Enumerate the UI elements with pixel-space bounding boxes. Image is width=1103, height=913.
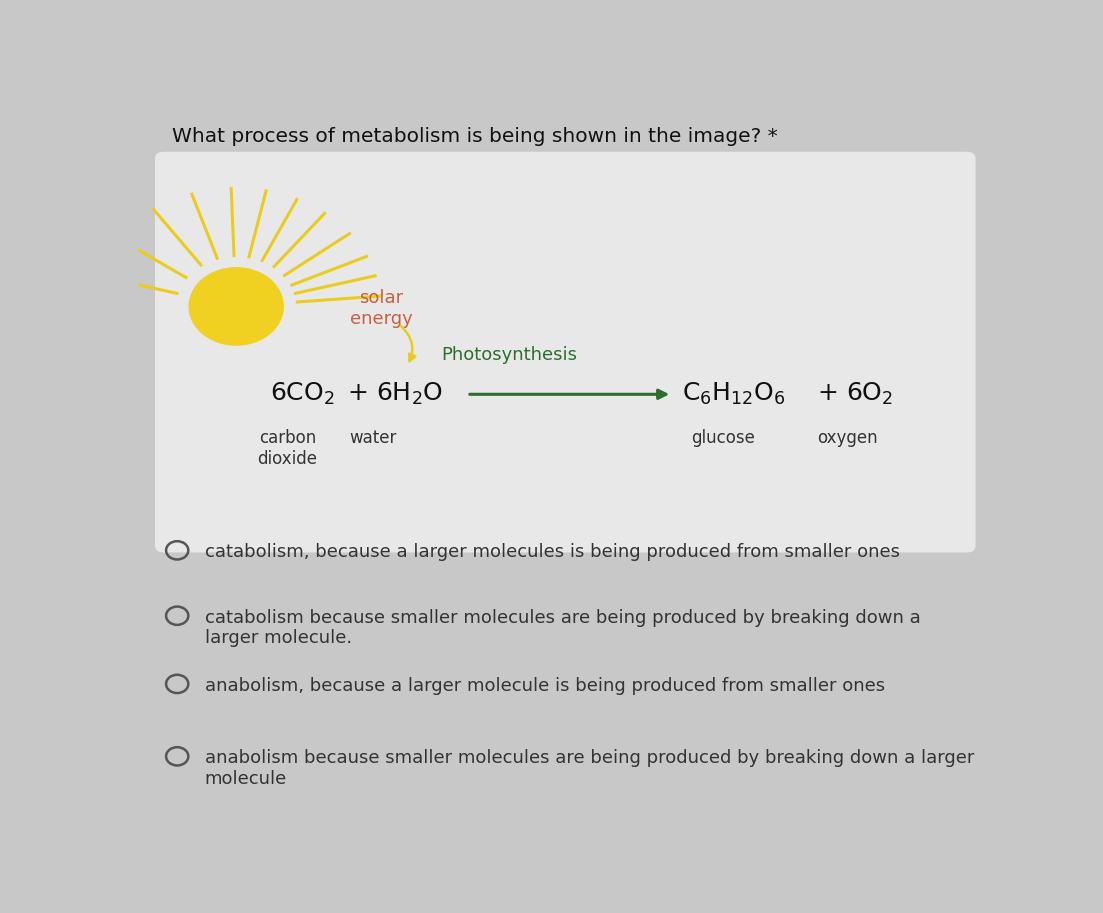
Text: What process of metabolism is being shown in the image? *: What process of metabolism is being show… [172, 127, 778, 146]
FancyBboxPatch shape [154, 152, 976, 552]
Text: solar
energy: solar energy [350, 289, 413, 328]
Text: water: water [350, 429, 397, 447]
Text: $\mathregular{+\ 6O_2}$: $\mathregular{+\ 6O_2}$ [817, 382, 893, 407]
Circle shape [190, 268, 283, 345]
Text: $\mathregular{C_6H_{12}O_6}$: $\mathregular{C_6H_{12}O_6}$ [683, 382, 786, 407]
FancyArrowPatch shape [470, 390, 666, 398]
Text: glucose: glucose [692, 429, 756, 447]
Text: anabolism because smaller molecules are being produced by breaking down a larger: anabolism because smaller molecules are … [204, 750, 974, 788]
Text: carbon
dioxide: carbon dioxide [257, 429, 318, 468]
Text: oxygen: oxygen [817, 429, 878, 447]
Text: anabolism, because a larger molecule is being produced from smaller ones: anabolism, because a larger molecule is … [204, 677, 885, 695]
Text: Photosynthesis: Photosynthesis [441, 346, 578, 364]
Text: $\mathregular{6CO_2}$: $\mathregular{6CO_2}$ [270, 382, 335, 407]
Text: catabolism, because a larger molecules is being produced from smaller ones: catabolism, because a larger molecules i… [204, 543, 900, 561]
FancyArrowPatch shape [400, 326, 415, 362]
Text: catabolism because smaller molecules are being produced by breaking down a
large: catabolism because smaller molecules are… [204, 609, 920, 647]
Text: $\mathregular{+\ 6H_2O}$: $\mathregular{+\ 6H_2O}$ [347, 382, 443, 407]
